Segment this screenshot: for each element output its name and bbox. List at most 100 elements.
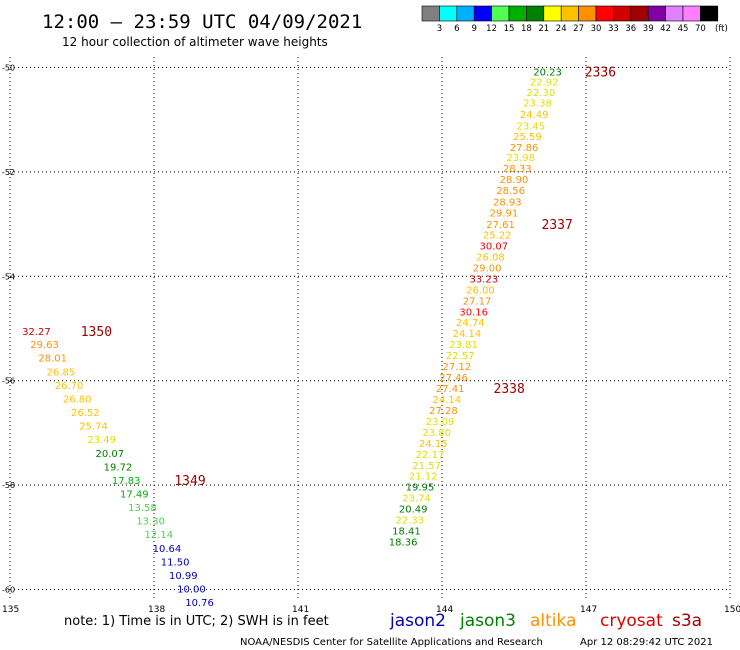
x-tick-label: 150 xyxy=(724,605,740,615)
data-point-label: 17.49 xyxy=(120,489,149,500)
x-tick-label: 147 xyxy=(580,605,597,615)
legend-label: 33 xyxy=(608,24,619,34)
satellite-name: cryosat xyxy=(600,611,663,631)
data-point-label: 19.95 xyxy=(406,483,435,494)
pass-label: 2337 xyxy=(542,218,573,233)
data-point-label: 27.12 xyxy=(443,362,472,373)
footer-note: note: 1) Time is in UTC; 2) SWH is in fe… xyxy=(64,614,329,629)
satellite-name: jason2 xyxy=(389,611,446,631)
data-point-label: 23.49 xyxy=(87,435,116,446)
y-tick-label: -58 xyxy=(2,481,15,490)
legend-label: 21 xyxy=(538,24,549,34)
legend-label: 12 xyxy=(486,24,497,34)
gridlines xyxy=(9,57,731,600)
plot-area: 135 138 141 144 147 150 -50 -52 -54 -56 -58 -60 20.… xyxy=(2,57,740,615)
legend-swatch xyxy=(508,5,527,22)
data-point-label: 20.49 xyxy=(399,505,428,516)
legend-swatch xyxy=(421,5,440,22)
axis-tick-labels: 135 138 141 144 147 150 -50 -52 -54 -56 -58 -60 xyxy=(2,63,740,615)
color-scale-legend xyxy=(421,5,719,22)
data-point-label: 28.01 xyxy=(38,354,67,365)
data-point-label: 18.41 xyxy=(392,527,421,538)
data-point-label: 10.64 xyxy=(153,544,182,555)
legend-label: 36 xyxy=(625,24,636,34)
pass-label: 2338 xyxy=(494,382,525,397)
legend-label: 9 xyxy=(471,24,476,34)
y-tick-label: -56 xyxy=(2,377,15,386)
y-tick-label: -50 xyxy=(2,63,15,72)
data-point-label: 24.15 xyxy=(419,439,448,450)
legend-swatch xyxy=(613,5,632,22)
data-point-label: 22.57 xyxy=(446,351,475,362)
satellite-name: jason3 xyxy=(459,611,516,631)
data-point-label: 24.74 xyxy=(456,318,485,329)
legend-label: 3 xyxy=(437,24,442,34)
satellite-name: altika xyxy=(530,611,577,631)
data-point-label: 29.00 xyxy=(473,263,502,274)
color-scale-labels: 3 6 9 12 15 18 21 24 27 30 33 36 39 42 45 70 xyxy=(437,24,706,34)
legend-swatch xyxy=(526,5,545,22)
data-point-label: 32.27 xyxy=(22,327,51,338)
data-point-label: 13.30 xyxy=(136,517,165,528)
data-point-label: 27.61 xyxy=(486,220,515,231)
data-point-label: 27.46 xyxy=(439,373,468,384)
data-point-label: 23.98 xyxy=(506,153,535,164)
data-point-label: 26.85 xyxy=(47,367,76,378)
data-point-label: 22.92 xyxy=(530,78,559,89)
legend-label: 70 xyxy=(695,24,706,34)
y-tick-label: -52 xyxy=(2,168,15,177)
data-point-label: 10.99 xyxy=(169,571,198,582)
legend-swatch xyxy=(682,5,701,22)
data-point-label: 25.59 xyxy=(513,132,542,143)
legend-swatch xyxy=(578,5,597,22)
data-point-label: 12.14 xyxy=(144,530,173,541)
footer-timestamp: Apr 12 08:29:42 UTC 2021 xyxy=(580,637,713,648)
chart-subtitle: 12 hour collection of altimeter wave hei… xyxy=(62,35,328,49)
legend-label: 45 xyxy=(678,24,689,34)
data-points: 20.2322.9222.3023.3824.4923.4525.5927.86… xyxy=(22,68,562,609)
pass-label: 1350 xyxy=(81,325,112,340)
data-point-label: 29.91 xyxy=(490,209,519,220)
data-point-label: 22.33 xyxy=(396,516,425,527)
data-point-label: 21.57 xyxy=(412,461,441,472)
data-point-label: 17.83 xyxy=(112,476,141,487)
data-point-label: 33.23 xyxy=(469,274,498,285)
data-point-label: 23.80 xyxy=(422,428,451,439)
data-point-label: 10.00 xyxy=(177,585,206,596)
data-point-label: 26.70 xyxy=(55,381,84,392)
legend-label: 15 xyxy=(504,24,515,34)
data-point-label: 28.56 xyxy=(496,186,525,197)
legend-label: 30 xyxy=(591,24,602,34)
legend-swatch xyxy=(491,5,510,22)
data-point-label: 20.07 xyxy=(96,449,125,460)
legend-swatch xyxy=(456,5,475,22)
data-point-label: 28.93 xyxy=(493,198,522,209)
data-point-label: 13.58 xyxy=(128,503,157,514)
legend-swatch xyxy=(630,5,649,22)
data-point-label: 27.41 xyxy=(436,384,465,395)
legend-label: 39 xyxy=(643,24,654,34)
data-point-label: 25.22 xyxy=(483,231,512,242)
legend-swatch xyxy=(473,5,492,22)
data-point-label: 28.33 xyxy=(503,164,532,175)
data-point-label: 27.17 xyxy=(463,296,492,307)
x-tick-label: 144 xyxy=(436,605,453,615)
pass-labels: 2336 2337 2338 1350 1349 xyxy=(81,66,616,489)
data-point-label: 30.07 xyxy=(480,241,509,252)
legend-swatch xyxy=(647,5,666,22)
legend-label: 24 xyxy=(556,24,567,34)
chart-title: 12:00 – 23:59 UTC 04/09/2021 xyxy=(42,11,362,33)
data-point-label: 24.49 xyxy=(520,110,549,121)
data-point-label: 29.63 xyxy=(30,340,59,351)
pass-label: 2336 xyxy=(585,66,616,81)
data-point-label: 27.28 xyxy=(429,406,458,417)
legend-swatch xyxy=(543,5,562,22)
legend-swatch xyxy=(439,5,458,22)
data-point-label: 28.90 xyxy=(500,175,529,186)
x-tick-label: 138 xyxy=(148,605,165,615)
footer-credit: NOAA/NESDIS Center for Satellite Applica… xyxy=(240,637,543,648)
data-point-label: 23.38 xyxy=(523,98,552,109)
data-point-label: 23.74 xyxy=(402,494,431,505)
data-point-label: 23.81 xyxy=(449,340,478,351)
